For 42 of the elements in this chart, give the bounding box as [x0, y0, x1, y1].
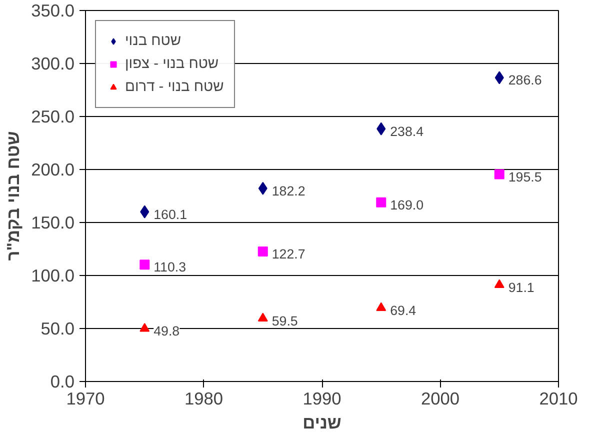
point: [376, 122, 386, 136]
data-label: 59.5: [272, 313, 298, 328]
data-label: 195.5: [508, 169, 542, 184]
legend-label: שטח בנוי - צפון: [125, 56, 219, 72]
point: [494, 169, 504, 180]
x-tick-label: 1990: [302, 388, 342, 408]
y-tick-label: 50.0: [40, 318, 75, 338]
y-tick-label: 100.0: [31, 266, 75, 286]
data-label: 122.7: [272, 246, 306, 262]
x-tick-label: 1970: [66, 388, 105, 408]
point: [258, 246, 268, 256]
data-label: 91.1: [508, 280, 534, 295]
point: [376, 197, 386, 208]
data-label: 160.1: [154, 206, 187, 222]
point: [140, 323, 150, 332]
y-tick-label: 300.0: [31, 54, 75, 74]
point: [258, 312, 268, 322]
y-tick-label: 0.0: [50, 372, 75, 392]
y-tick-label: 250.0: [31, 106, 75, 126]
data-label: 110.3: [154, 260, 186, 275]
data-label: 238.4: [390, 124, 424, 139]
data-label: 49.8: [154, 324, 180, 339]
legend-label: שטח בנוי: [125, 33, 182, 49]
x-axis-title: שנים: [302, 412, 342, 432]
point: [258, 182, 268, 195]
x-tick-label: 2010: [539, 388, 578, 408]
y-tick-label: 150.0: [31, 212, 75, 232]
point: [376, 302, 386, 312]
data-label: 169.0: [390, 197, 424, 212]
point: [140, 205, 150, 218]
x-tick-label: 1980: [184, 388, 224, 408]
x-tick-label: 2000: [420, 388, 460, 408]
legend-label: שטח בנוי - דרום: [125, 79, 224, 95]
data-label: 182.2: [272, 183, 306, 198]
point: [494, 279, 504, 288]
y-tick-label: 200.0: [31, 160, 75, 180]
data-label: 69.4: [390, 302, 417, 318]
point: [140, 260, 150, 270]
data-label: 286.6: [508, 72, 542, 88]
y-axis-title: שטח בנוי בקמ"ר: [3, 131, 24, 261]
point: [494, 71, 504, 84]
y-tick-label: 350.0: [31, 0, 75, 20]
